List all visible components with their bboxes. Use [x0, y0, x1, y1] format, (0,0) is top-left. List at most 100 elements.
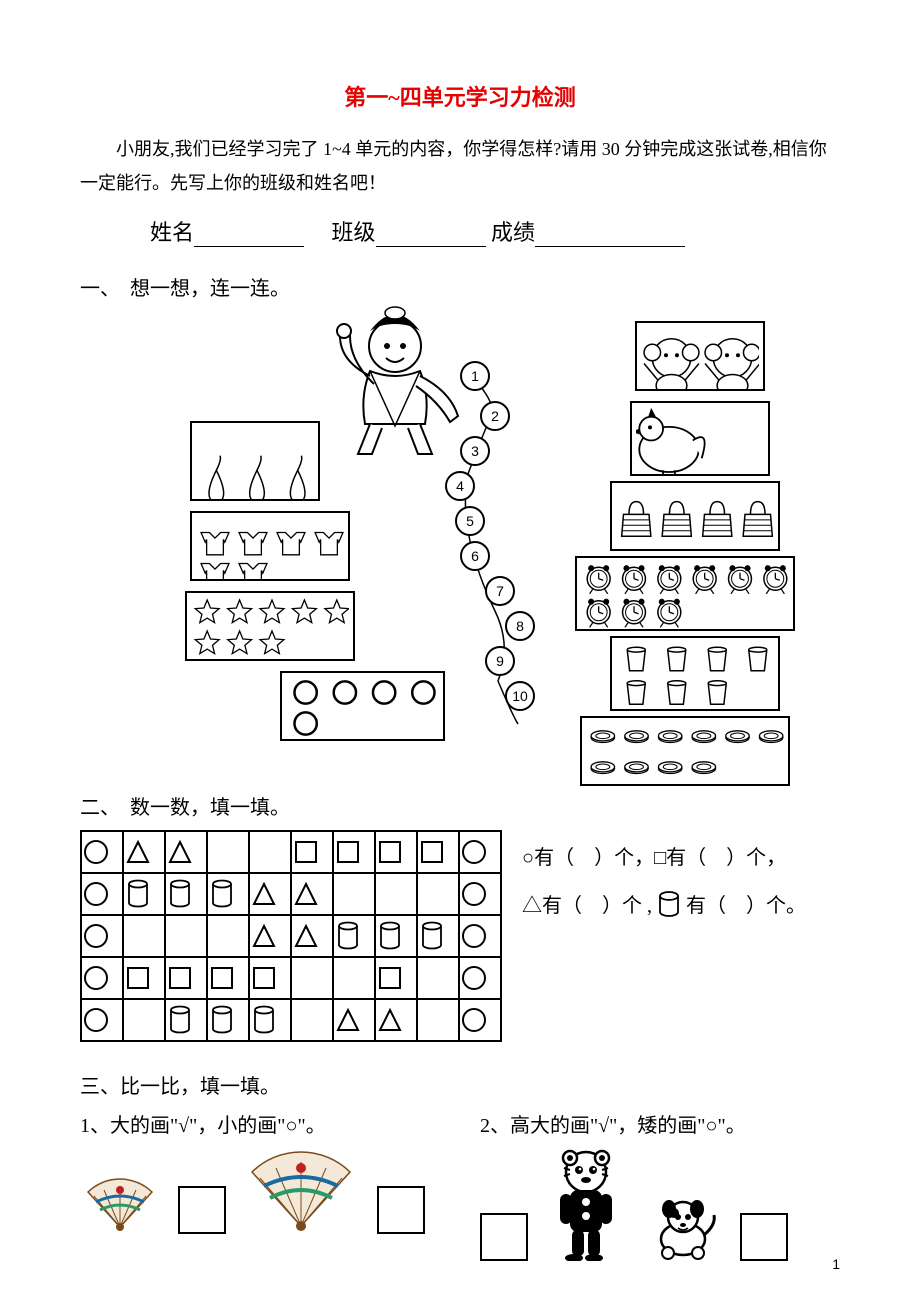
page-title: 第一~四单元学习力检测 [80, 80, 840, 112]
grid-cell-4-6 [333, 999, 375, 1041]
match-box-ring-5 [280, 671, 445, 741]
clock-icon [581, 562, 789, 629]
grid-cell-2-2 [165, 915, 207, 957]
grid-cell-0-4 [249, 831, 291, 873]
grid-cell-0-9 [459, 831, 501, 873]
grid-cell-1-0 [81, 873, 123, 915]
grid-cell-3-9 [459, 957, 501, 999]
q3-left: 1、大的画"√"，小的画"○"。 [80, 1109, 440, 1261]
match-box-pepper-3 [190, 421, 320, 501]
score-blank[interactable] [535, 222, 685, 247]
section3-body: 1、大的画"√"，小的画"○"。 [80, 1109, 840, 1261]
grid-cell-3-5 [291, 957, 333, 999]
grid-cell-0-5 [291, 831, 333, 873]
grid-cell-3-0 [81, 957, 123, 999]
grid-cell-2-0 [81, 915, 123, 957]
grid-cell-2-3 [207, 915, 249, 957]
count-fill-text: ○有（ ）个，□有（ ）个， △有（ ）个 , 有（ ）个。 [522, 830, 806, 930]
grid-cell-3-3 [207, 957, 249, 999]
star-icon [191, 597, 349, 659]
q3-2-ans-b[interactable] [740, 1213, 788, 1261]
q3-1-ans-b[interactable] [377, 1186, 425, 1234]
class-label: 班级 [332, 220, 376, 245]
match-box-bag-4 [610, 481, 780, 551]
grid-cell-1-1 [123, 873, 165, 915]
grid-cell-4-0 [81, 999, 123, 1041]
intro-text: 小朋友,我们已经学习完了 1~4 单元的内容，你学得怎样?请用 30 分钟完成这… [80, 132, 840, 200]
match-box-shirt-6 [190, 511, 350, 581]
coin-icon [586, 722, 784, 784]
grid-cell-0-7 [375, 831, 417, 873]
grid-cell-2-8 [417, 915, 459, 957]
q3-right: 2、高大的画"√"，矮的画"○"。 [480, 1109, 840, 1261]
match-box-star-8 [185, 591, 355, 661]
count-line2: △有（ ）个 , 有（ ）个。 [522, 882, 806, 930]
grid-cell-1-6 [333, 873, 375, 915]
grid-cell-1-3 [207, 873, 249, 915]
match-box-clock-9 [575, 556, 795, 631]
match-box-coin-10 [580, 716, 790, 786]
monkey-icon [641, 327, 759, 389]
grid-cell-1-2 [165, 873, 207, 915]
grid-cell-4-3 [207, 999, 249, 1041]
grid-cell-2-5 [291, 915, 333, 957]
tiger-tall-icon [546, 1146, 626, 1261]
section3-heading: 三、比一比，填一填。 [80, 1070, 840, 1099]
cylinder-inline-icon [657, 890, 681, 918]
grid-cell-1-4 [249, 873, 291, 915]
grid-cell-4-7 [375, 999, 417, 1041]
q3-2-ans-a[interactable] [480, 1213, 528, 1261]
grid-cell-1-8 [417, 873, 459, 915]
match-box-hen-1 [630, 401, 770, 476]
grid-cell-4-9 [459, 999, 501, 1041]
bag-icon [616, 487, 774, 549]
grid-cell-1-9 [459, 873, 501, 915]
grid-cell-3-4 [249, 957, 291, 999]
grid-cell-3-6 [333, 957, 375, 999]
cup-icon [616, 642, 774, 709]
grid-cell-4-5 [291, 999, 333, 1041]
ring-icon [286, 677, 439, 739]
count-line1: ○有（ ）个，□有（ ）个， [522, 834, 806, 882]
grid-cell-0-8 [417, 831, 459, 873]
score-label: 成绩 [491, 220, 535, 245]
pepper-icon [196, 427, 314, 499]
q3-2-prompt: 2、高大的画"√"，矮的画"○"。 [480, 1109, 840, 1138]
name-label: 姓名 [150, 220, 194, 245]
q3-1-prompt: 1、大的画"√"，小的画"○"。 [80, 1109, 440, 1138]
fan-small-icon [80, 1172, 160, 1234]
hen-icon [636, 407, 764, 474]
grid-cell-2-7 [375, 915, 417, 957]
grid-cell-2-9 [459, 915, 501, 957]
q3-1-items [80, 1146, 440, 1234]
section2-body: ○有（ ）个，□有（ ）个， △有（ ）个 , 有（ ）个。 [80, 830, 840, 1042]
grid-cell-1-5 [291, 873, 333, 915]
grid-cell-3-7 [375, 957, 417, 999]
shape-grid [80, 830, 502, 1042]
grid-cell-3-2 [165, 957, 207, 999]
grid-cell-4-4 [249, 999, 291, 1041]
grid-cell-2-6 [333, 915, 375, 957]
fan-large-icon [244, 1146, 359, 1234]
name-blank[interactable] [194, 222, 304, 247]
dog-short-icon [644, 1195, 722, 1261]
grid-cell-2-1 [123, 915, 165, 957]
q3-1-ans-a[interactable] [178, 1186, 226, 1234]
grid-cell-4-2 [165, 999, 207, 1041]
grid-cell-0-0 [81, 831, 123, 873]
grid-cell-0-3 [207, 831, 249, 873]
section1-heading: 一、 想一想，连一连。 [80, 272, 840, 301]
page-number: 1 [832, 1256, 840, 1272]
student-info-row: 姓名 班级 成绩 [150, 215, 840, 247]
grid-cell-3-1 [123, 957, 165, 999]
grid-cell-0-6 [333, 831, 375, 873]
matching-area: 12345678910 [90, 311, 850, 771]
grid-cell-4-1 [123, 999, 165, 1041]
worksheet-page: 第一~四单元学习力检测 小朋友,我们已经学习完了 1~4 单元的内容，你学得怎样… [0, 0, 920, 1302]
grid-cell-0-2 [165, 831, 207, 873]
q3-2-items [480, 1146, 840, 1261]
grid-cell-0-1 [123, 831, 165, 873]
grid-cell-3-8 [417, 957, 459, 999]
shirt-icon [196, 517, 344, 579]
class-blank[interactable] [376, 222, 486, 247]
